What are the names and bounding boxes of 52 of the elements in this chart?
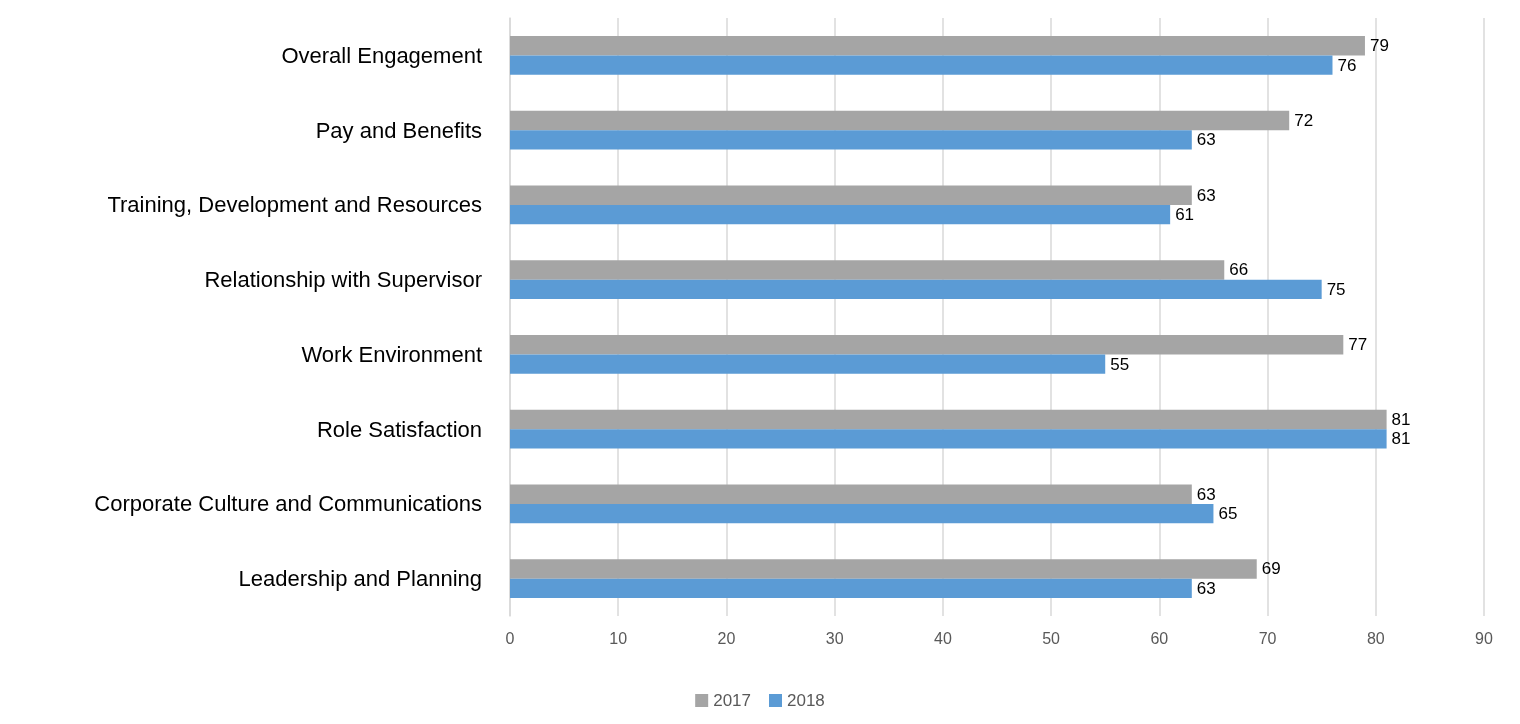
bar	[510, 55, 1333, 75]
data-label: 79	[1369, 36, 1389, 56]
x-tick-label: 60	[1150, 629, 1169, 647]
data-label: 75	[1326, 279, 1346, 299]
data-label: 69	[1261, 559, 1281, 579]
data-label: 77	[1348, 335, 1368, 355]
y-tick-label: Relationship with Supervisor	[204, 267, 482, 293]
x-tick-label: 90	[1475, 629, 1493, 647]
y-tick-label: Overall Engagement	[281, 42, 482, 68]
data-label: 66	[1229, 260, 1249, 280]
y-tick-label: Role Satisfaction	[316, 416, 482, 442]
y-tick-label: Work Environment	[301, 341, 482, 367]
bar	[510, 35, 1365, 56]
data-label: 81	[1391, 429, 1411, 449]
y-tick-label: Training, Development and Resources	[107, 192, 482, 218]
bar	[510, 260, 1225, 280]
x-tick-label: 50	[1042, 629, 1061, 647]
data-label: 63	[1196, 130, 1216, 150]
bar	[510, 429, 1387, 449]
bar	[510, 185, 1192, 205]
x-tick-label: 70	[1258, 629, 1277, 647]
data-label: 61	[1175, 205, 1195, 225]
bar	[510, 559, 1257, 579]
x-tick-label: 0	[505, 629, 515, 647]
bar	[510, 279, 1322, 300]
bar	[510, 409, 1387, 430]
data-label: 81	[1391, 409, 1411, 429]
x-tick-label: 40	[933, 629, 952, 647]
bar	[510, 334, 1344, 355]
data-label: 63	[1196, 484, 1216, 504]
y-tick-label: Pay and Benefits	[315, 117, 482, 143]
bar	[510, 578, 1192, 599]
y-tick-label: Leadership and Planning	[238, 566, 482, 592]
data-label: 72	[1294, 110, 1314, 130]
data-label: 63	[1196, 578, 1216, 598]
x-tick-label: 10	[609, 629, 628, 647]
legend-label: 2017	[713, 691, 752, 710]
data-label: 76	[1337, 55, 1357, 75]
bar	[510, 503, 1214, 524]
legend-label: 2018	[787, 691, 825, 710]
x-tick-label: 20	[717, 629, 736, 647]
bar	[510, 354, 1106, 374]
data-label: 63	[1196, 185, 1216, 205]
bar	[510, 110, 1290, 131]
x-tick-label: 30	[825, 629, 844, 647]
bar	[510, 484, 1192, 504]
bar	[510, 204, 1171, 225]
data-label: 65	[1218, 504, 1238, 524]
x-tick-label: 80	[1366, 629, 1385, 647]
y-tick-label: Corporate Culture and Communications	[94, 491, 482, 517]
bar	[510, 130, 1192, 150]
data-label: 55	[1110, 354, 1130, 374]
